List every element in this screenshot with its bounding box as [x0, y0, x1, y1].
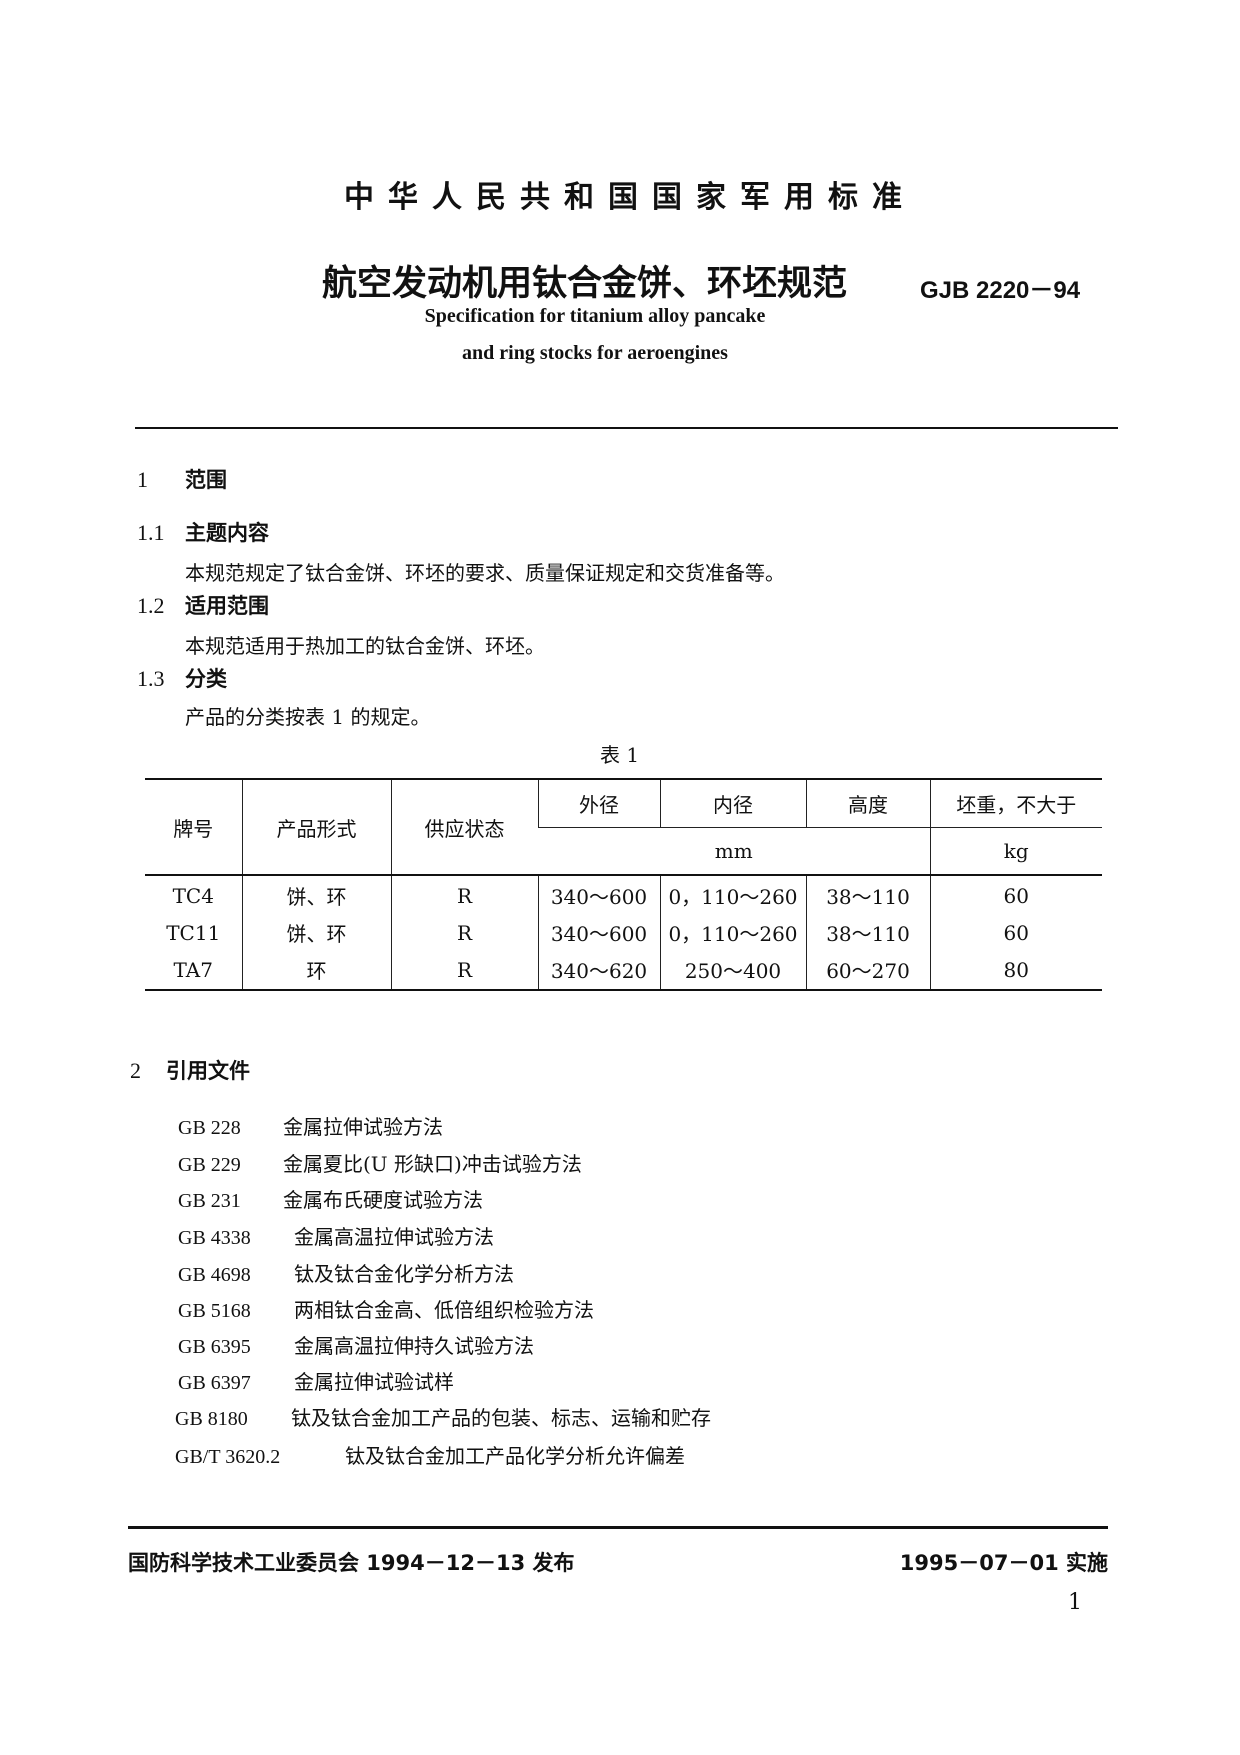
- header-outer-diameter: 外径: [537, 779, 660, 828]
- cell-od: 340～600: [537, 915, 660, 950]
- cell-id: 250～400: [659, 950, 806, 990]
- cell-form: 环: [241, 950, 391, 990]
- effective-date: 1995－07－01 实施: [899, 1551, 1108, 1575]
- reference-code: GB 231: [178, 1190, 241, 1212]
- cell-weight: 60: [929, 915, 1102, 950]
- section-title: 分类: [185, 667, 227, 691]
- cell-grade: TC11: [166, 920, 221, 945]
- reference-item: GB 5168 两相钛合金高、低倍组织检验方法: [178, 1294, 594, 1323]
- cell-grade: TC4: [172, 883, 214, 908]
- table-row: TC11 饼、环 R 340～600 0，110～260 38～110 60: [145, 915, 1102, 950]
- section-1-3-heading: 1.3 分类: [137, 663, 227, 693]
- header-divider: [135, 427, 1118, 429]
- section-1-2-body: 本规范适用于热加工的钛合金饼、环坯。: [185, 634, 545, 658]
- header-form: 产品形式: [241, 779, 391, 875]
- reference-item: GB 8180 钛及钛合金加工产品的包装、标志、运输和贮存: [175, 1402, 711, 1431]
- english-title-line2: and ring stocks for aeroengines: [462, 342, 728, 364]
- cell-state: R: [390, 915, 538, 950]
- section-title: 范围: [185, 468, 227, 492]
- reference-name: 两相钛合金高、低倍组织检验方法: [294, 1298, 594, 1322]
- header-weight: 坯重，不大于: [929, 779, 1102, 828]
- section-title: 主题内容: [185, 521, 269, 545]
- reference-name: 金属夏比(U 形缺口)冲击试验方法: [283, 1152, 582, 1176]
- reference-code: GB 5168: [178, 1300, 251, 1322]
- cell-form: 饼、环: [241, 915, 391, 950]
- reference-item: GB 229 金属夏比(U 形缺口)冲击试验方法: [178, 1148, 582, 1177]
- document-title: 航空发动机用钛合金饼、环坯规范: [322, 264, 848, 304]
- classification-table: 牌号 产品形式 供应状态 外径 内径 高度 坯重，不大于 mm kg TC4 饼、…: [145, 778, 1102, 991]
- section-1-heading: 1 范围: [137, 464, 227, 494]
- unit-kg: kg: [929, 827, 1102, 875]
- cell-weight: 60: [929, 875, 1102, 915]
- section-1-1-heading: 1.1 主题内容: [137, 517, 269, 547]
- section-1-1-body: 本规范规定了钛合金饼、环坯的要求、质量保证规定和交货准备等。: [185, 561, 785, 585]
- cell-od: 340～620: [537, 950, 660, 990]
- reference-code: GB 8180: [175, 1408, 248, 1430]
- page-number: 1: [1068, 1590, 1082, 1615]
- section-number: 2: [130, 1058, 141, 1083]
- reference-code: GB 228: [178, 1117, 241, 1139]
- cell-od: 340～600: [537, 875, 660, 915]
- reference-code: GB 229: [178, 1154, 241, 1176]
- reference-item: GB 4698 钛及钛合金化学分析方法: [178, 1258, 514, 1287]
- reference-code: GB 4698: [178, 1264, 251, 1286]
- reference-name: 钛及钛合金加工产品的包装、标志、运输和贮存: [291, 1406, 711, 1430]
- table-row: TC4 饼、环 R 340～600 0，110～260 38～110 60: [145, 875, 1102, 915]
- reference-name: 金属拉伸试验方法: [283, 1115, 443, 1139]
- section-1-2-heading: 1.2 适用范围: [137, 590, 269, 620]
- standard-type: 中华人民共和国国家军用标准: [344, 180, 916, 215]
- reference-name: 钛及钛合金化学分析方法: [294, 1262, 514, 1286]
- standard-code: GJB 2220－94: [920, 277, 1081, 304]
- section-number: 1.3: [137, 666, 165, 691]
- header-grade: 牌号: [173, 816, 214, 841]
- cell-height: 38～110: [805, 875, 930, 915]
- reference-item: GB 6397 金属拉伸试验试样: [178, 1366, 454, 1395]
- footer-divider: [128, 1526, 1108, 1529]
- header-state: 供应状态: [390, 779, 538, 875]
- section-title: 引用文件: [166, 1059, 250, 1083]
- english-title-line1: Specification for titanium alloy pancake: [424, 305, 766, 327]
- cell-state: R: [390, 950, 538, 990]
- cell-form: 饼、环: [241, 875, 391, 915]
- reference-item: GB 4338 金属高温拉伸试验方法: [178, 1221, 494, 1250]
- section-2-heading: 2 引用文件: [130, 1055, 250, 1085]
- section-title: 适用范围: [185, 594, 269, 618]
- table-caption: 表 1: [600, 743, 640, 767]
- cell-id: 0，110～260: [659, 915, 806, 950]
- reference-item: GB 228 金属拉伸试验方法: [178, 1111, 443, 1140]
- cell-state: R: [390, 875, 538, 915]
- reference-item: GB 6395 金属高温拉伸持久试验方法: [178, 1330, 534, 1359]
- reference-code: GB 4338: [178, 1227, 251, 1249]
- reference-item: GB 231 金属布氏硬度试验方法: [178, 1184, 483, 1213]
- unit-mm: mm: [714, 838, 753, 863]
- section-number: 1: [137, 467, 148, 492]
- reference-name: 钛及钛合金加工产品化学分析允许偏差: [345, 1444, 685, 1468]
- issue-date: 国防科学技术工业委员会 1994－12－13 发布: [128, 1551, 575, 1575]
- cell-grade: TA7: [173, 957, 213, 982]
- cell-height: 38～110: [805, 915, 930, 950]
- reference-code: GB/T 3620.2: [175, 1446, 281, 1468]
- reference-name: 金属高温拉伸持久试验方法: [294, 1334, 534, 1358]
- reference-name: 金属高温拉伸试验方法: [294, 1225, 494, 1249]
- header-height: 高度: [805, 779, 930, 828]
- reference-item: GB/T 3620.2 钛及钛合金加工产品化学分析允许偏差: [175, 1440, 685, 1469]
- reference-name: 金属布氏硬度试验方法: [283, 1188, 483, 1212]
- cell-weight: 80: [929, 950, 1102, 990]
- table-row: TA7 环 R 340～620 250～400 60～270 80: [145, 950, 1102, 990]
- section-1-3-body: 产品的分类按表 1 的规定。: [185, 705, 431, 729]
- reference-name: 金属拉伸试验试样: [294, 1370, 454, 1394]
- cell-id: 0，110～260: [659, 875, 806, 915]
- header-inner-diameter: 内径: [659, 779, 806, 828]
- reference-code: GB 6395: [178, 1336, 251, 1358]
- section-number: 1.1: [137, 520, 165, 545]
- section-number: 1.2: [137, 593, 165, 618]
- cell-height: 60～270: [805, 950, 930, 990]
- reference-code: GB 6397: [178, 1372, 251, 1394]
